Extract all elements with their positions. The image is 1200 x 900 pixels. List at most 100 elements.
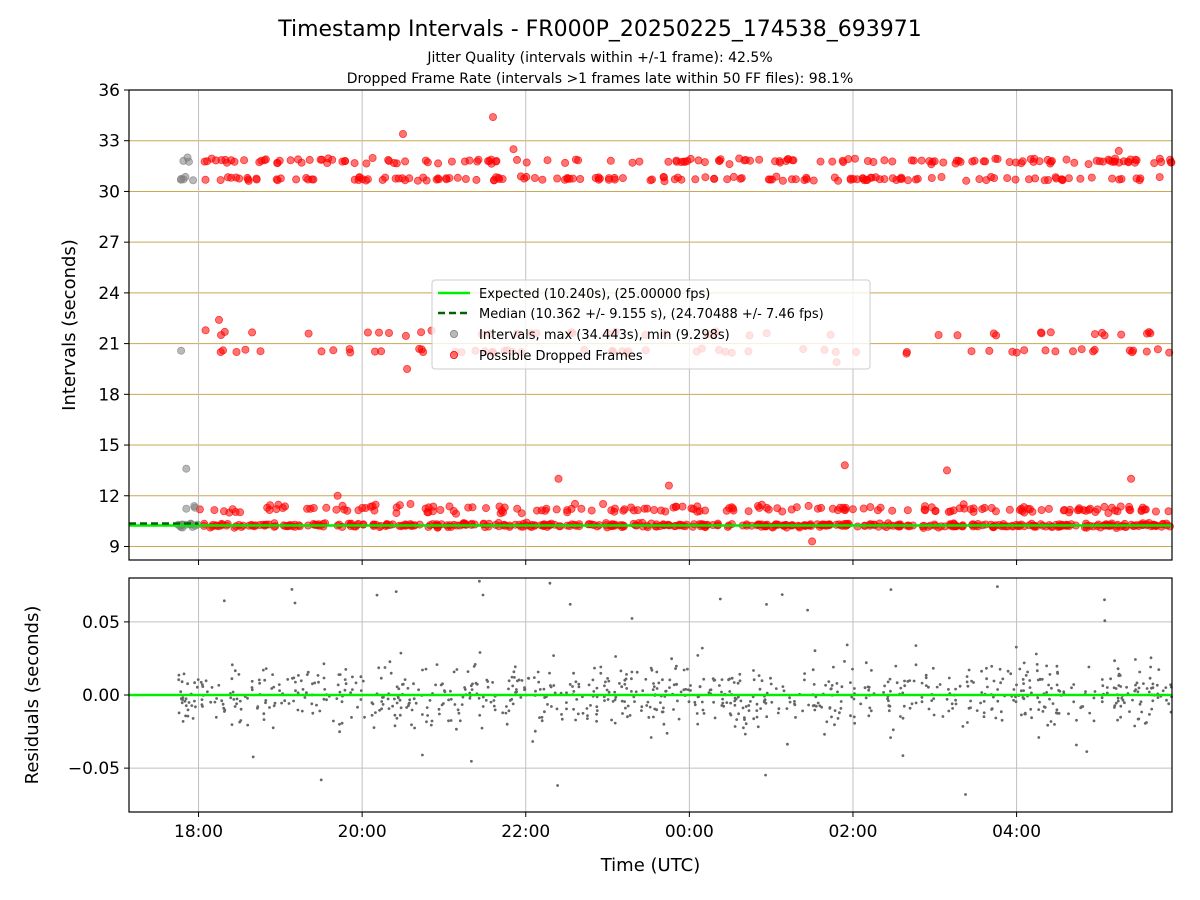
residual-point	[752, 678, 756, 682]
dropped-frame-point	[520, 174, 529, 183]
dropped-frame-point	[927, 503, 936, 512]
residual-point	[961, 725, 965, 728]
dropped-frame-point	[1046, 328, 1055, 337]
dropped-frame-point	[571, 155, 580, 164]
residual-point	[737, 712, 740, 716]
residual-point	[908, 706, 912, 710]
dropped-frame-point	[240, 156, 249, 165]
residual-point	[470, 759, 473, 763]
dropped-frame-point	[772, 172, 781, 181]
residual-point	[394, 590, 398, 593]
residual-point	[700, 646, 704, 650]
residual-point	[1113, 706, 1116, 709]
residual-point	[668, 686, 671, 689]
residual-point	[1043, 706, 1047, 709]
dropped-frame-point	[214, 315, 223, 324]
residual-point	[833, 709, 837, 712]
residual-point	[1105, 686, 1109, 689]
residual-point	[630, 677, 633, 681]
residual-point	[271, 726, 275, 730]
residual-point	[920, 696, 924, 699]
intervals-axes-frame	[128, 89, 1173, 561]
residual-point	[381, 703, 385, 706]
residual-point	[586, 714, 589, 717]
residual-point	[634, 690, 638, 694]
dropped-frame-point	[1003, 174, 1012, 183]
dropped-frame-point	[978, 505, 987, 514]
residual-point	[788, 696, 791, 700]
residual-point	[888, 704, 892, 708]
residuals-y-tick-label: 0.05	[82, 613, 120, 633]
residual-point	[443, 689, 446, 693]
dropped-frame-point	[241, 345, 250, 354]
dropped-frame-point	[577, 504, 586, 513]
residual-point	[296, 691, 300, 695]
residual-point	[1055, 708, 1059, 712]
residual-point	[513, 665, 517, 669]
residual-point	[982, 715, 986, 719]
residuals-panel: −0.05 0.00 0.05 18:00 20:00 22:00 00:00 02:00 0…	[22, 577, 1173, 876]
residual-point	[477, 696, 481, 700]
dropped-frame-point	[1069, 347, 1078, 356]
residual-point	[319, 778, 323, 782]
residual-point	[906, 680, 910, 683]
dropped-frame-point	[442, 174, 451, 183]
residual-point	[696, 722, 700, 726]
dropped-frame-point	[804, 501, 813, 510]
residual-point	[859, 702, 863, 706]
dropped-frame-point	[1018, 157, 1027, 166]
dropped-frame-point	[679, 157, 688, 166]
dropped-frame-point	[406, 499, 415, 508]
dropped-frame-point	[987, 503, 996, 512]
residual-point	[463, 688, 467, 691]
residual-point	[377, 666, 381, 670]
residual-point	[519, 696, 523, 699]
residual-point	[1075, 718, 1078, 722]
residual-point	[725, 701, 729, 704]
residual-point	[325, 698, 328, 702]
residual-point	[210, 686, 214, 689]
dropped-frame-point	[610, 507, 619, 516]
intervals-y-ticks: 9 12 15 18 21 24 27 30 33 36	[98, 81, 1018, 565]
residual-point	[264, 667, 268, 670]
dropped-frame-point	[1153, 345, 1162, 354]
residual-point	[902, 704, 906, 708]
dropped-frame-point	[701, 173, 710, 182]
residual-point	[1018, 667, 1022, 671]
dropped-frame-point	[273, 158, 282, 167]
dropped-frame-point	[715, 157, 724, 166]
residual-point	[1100, 696, 1104, 700]
residual-point	[425, 720, 428, 724]
residual-point	[931, 666, 935, 670]
residual-point	[1119, 685, 1123, 688]
residual-point	[733, 696, 737, 700]
residual-point	[1050, 686, 1053, 690]
residual-point	[466, 670, 470, 673]
residual-point	[970, 679, 973, 683]
residual-point	[540, 715, 544, 719]
residual-point	[701, 708, 705, 712]
residual-point	[1116, 667, 1120, 671]
residual-point	[351, 688, 354, 691]
dropped-frame-point	[421, 156, 430, 165]
residual-point	[239, 707, 243, 711]
residual-point	[743, 716, 746, 720]
residual-point	[849, 714, 852, 718]
residual-point	[1137, 717, 1141, 721]
residual-point	[315, 703, 318, 707]
residual-point	[927, 707, 931, 711]
residual-point	[1022, 689, 1025, 692]
dropped-frame-point	[1041, 346, 1050, 355]
residuals-y-tick-label: −0.05	[68, 759, 120, 779]
residual-point	[426, 714, 429, 717]
dropped-frame-point	[563, 174, 572, 183]
dropped-frame-point	[993, 154, 1002, 163]
residual-point	[468, 696, 472, 700]
residual-point	[676, 699, 679, 703]
dropped-frame-point	[909, 156, 918, 165]
dropped-frame-point	[990, 174, 999, 183]
dropped-frame-point	[333, 491, 342, 500]
residual-point	[410, 708, 414, 712]
residual-point	[1038, 678, 1042, 681]
residual-point	[581, 711, 585, 715]
